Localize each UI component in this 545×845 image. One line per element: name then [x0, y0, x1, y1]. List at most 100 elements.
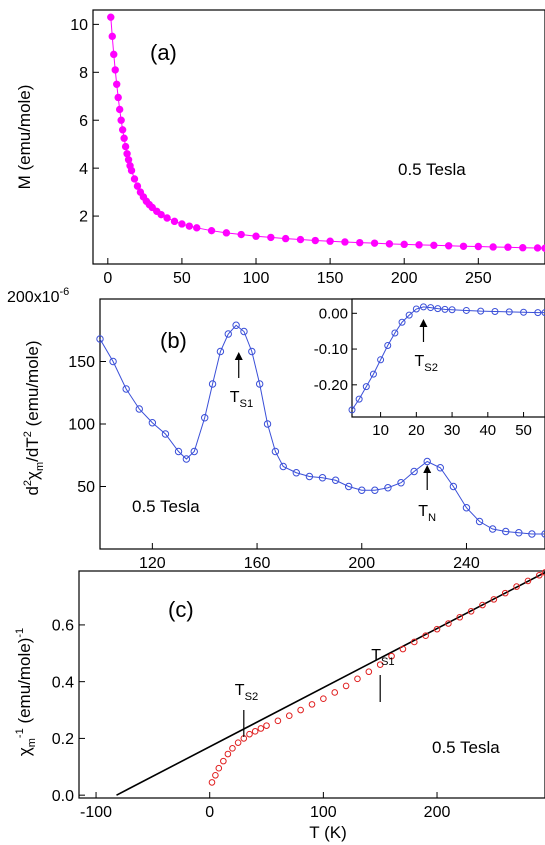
data-point	[222, 229, 231, 237]
data-point	[399, 645, 407, 653]
data-point	[489, 243, 497, 251]
x-tick-label: 0	[103, 270, 112, 287]
panel-b: 120 160 200 240 50 100 150 (b) 0.5 Tesla 200x1…	[7, 286, 545, 572]
data-point	[441, 305, 449, 313]
annotation-b: 0.5 Tesla	[132, 497, 200, 516]
data-point	[490, 596, 498, 603]
x-tick-label: 100	[243, 270, 270, 287]
data-point	[459, 242, 468, 250]
axes-b: 120 160 200 240 50 100 150	[68, 354, 480, 572]
data-point	[279, 462, 287, 471]
data-point	[371, 486, 379, 494]
data-point	[344, 482, 353, 491]
data-point	[224, 750, 232, 758]
data-point	[115, 105, 124, 114]
marker-arrow-head	[419, 319, 428, 327]
data-point	[208, 779, 216, 786]
data-point	[358, 486, 366, 494]
data-point	[248, 347, 256, 356]
data-point	[533, 244, 542, 252]
markers-b: TS1 TN	[230, 352, 436, 524]
data-point	[240, 327, 248, 336]
panel-a: 0 50 100 150 200 250 2 4 6 8 10 (a) 0.5 Tesla M (e…	[15, 9, 545, 287]
data-point	[369, 370, 377, 378]
data-point	[462, 504, 471, 512]
marker-arrow-head	[234, 352, 243, 360]
marker-arrow-head	[423, 465, 432, 473]
x-tick-label: 200	[391, 270, 418, 287]
data-point	[161, 430, 170, 438]
data-point	[541, 569, 545, 576]
data-point	[292, 469, 301, 477]
data-point	[308, 701, 316, 708]
data-point	[477, 307, 485, 315]
data-point	[524, 577, 532, 585]
annotation-c: 0.5 Tesla	[432, 738, 500, 757]
ylabel-c: χm-1 (emu/mole)-1	[14, 628, 38, 756]
data-point	[528, 530, 536, 538]
data-point	[267, 233, 275, 242]
ylabel-b: d2χm/dT2 (emu/mole)	[22, 340, 46, 495]
x-tick-label: 50	[173, 270, 191, 287]
data-point	[422, 632, 429, 639]
data-point	[107, 13, 115, 21]
data-point	[263, 722, 270, 729]
data-point	[341, 238, 349, 246]
y-tick-label: 10	[70, 17, 88, 34]
data-point	[355, 395, 363, 403]
data-point	[388, 652, 395, 660]
axes-a: 0 50 100 150 200 250 2 4 6 8 10	[70, 17, 492, 287]
data-point	[342, 682, 350, 690]
data-point	[405, 311, 413, 319]
data-point	[362, 383, 370, 391]
data-point	[430, 241, 438, 250]
inset-x-tick-label: 40	[479, 422, 496, 439]
series-b	[96, 321, 545, 538]
series-inset	[348, 303, 545, 414]
data-point	[444, 242, 453, 250]
series-line	[351, 306, 545, 411]
data-point	[354, 675, 361, 683]
data-point	[445, 620, 452, 627]
data-point	[190, 447, 198, 456]
data-point	[318, 474, 327, 482]
x-tick-label: 150	[317, 270, 344, 287]
data-point	[201, 414, 209, 422]
data-point	[220, 757, 227, 765]
data-point	[109, 357, 117, 366]
panel-label-b: (b)	[160, 328, 187, 353]
y-tick-label: 150	[68, 354, 95, 371]
data-point	[479, 601, 486, 609]
inset-x-tick-label: 10	[372, 422, 389, 439]
y-tick-label: 2	[79, 209, 88, 226]
data-point	[365, 668, 373, 676]
plot-frame-c	[78, 570, 545, 799]
marker-label: TN	[418, 503, 436, 524]
data-point	[398, 318, 406, 326]
axes-c: -100 0 100 200 0.0 0.2 0.4 0.6	[52, 618, 451, 821]
inset-y-tick-label: -0.20	[314, 377, 348, 394]
data-point	[263, 420, 272, 428]
data-point	[296, 235, 305, 244]
data-point	[113, 80, 121, 88]
data-point	[123, 150, 131, 158]
data-point	[271, 447, 280, 456]
inset-x-tick-label: 30	[444, 422, 461, 439]
data-point	[415, 241, 423, 249]
panel-label-a: (a)	[150, 40, 177, 65]
inset-b: 10 20 30 40 50 0.00 -0.10 -0.20 TS2	[314, 298, 545, 439]
y-tick-label: 0.6	[52, 618, 74, 635]
data-point	[257, 725, 265, 732]
data-point	[216, 347, 225, 356]
data-point	[212, 772, 219, 779]
y-tick-label: 6	[79, 113, 88, 130]
data-point	[384, 484, 392, 492]
data-point	[281, 234, 290, 243]
y-tick-label: 0.2	[52, 731, 74, 748]
data-point	[331, 476, 340, 484]
data-point	[114, 93, 122, 102]
y-tick-label: 100	[68, 417, 95, 434]
x-tick-label: 250	[465, 270, 492, 287]
series-c	[116, 569, 545, 796]
